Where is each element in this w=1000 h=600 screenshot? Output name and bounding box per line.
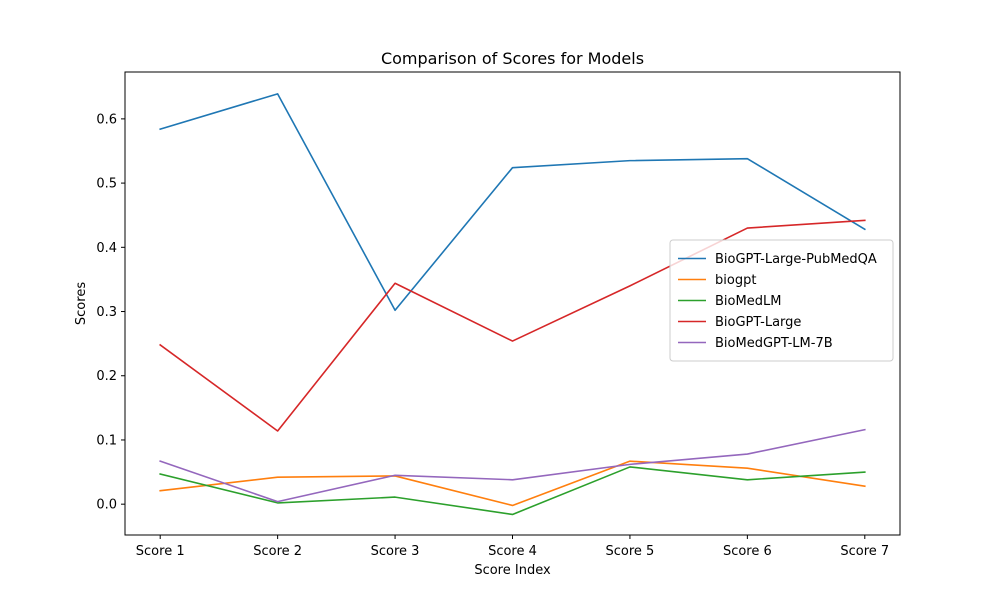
x-tick-label: Score 2 [253, 544, 302, 559]
plot-area [159, 93, 866, 516]
y-axis-title: Scores [74, 282, 89, 325]
series-line-biomedlm [159, 466, 866, 516]
legend-label: BioGPT-Large-PubMedQA [715, 252, 877, 267]
x-tick-label: Score 3 [371, 544, 420, 559]
series-line-biogpt-large-pubmedqa [159, 93, 866, 312]
legend-box [669, 239, 894, 362]
legend-label: BioMedGPT-LM-7B [715, 336, 833, 351]
series-line-biogpt [159, 460, 866, 507]
legend-label: biogpt [715, 273, 756, 288]
legend-label: BioGPT-Large [715, 315, 801, 330]
chart-title: Comparison of Scores for Models [381, 49, 644, 68]
legend-label: BioMedLM [715, 294, 781, 309]
y-tick-label: 0.1 [96, 433, 117, 448]
x-tick-label: Score 1 [136, 544, 185, 559]
y-tick-label: 0.3 [96, 305, 117, 320]
y-tick-label: 0.0 [96, 498, 117, 513]
y-axis: 0.0 0.1 0.2 0.3 0.4 0.5 0.6 [96, 112, 125, 513]
x-axis: Score 1 Score 2 Score 3 Score 4 Score 5 Score… [136, 535, 889, 559]
x-tick-label: Score 4 [488, 544, 537, 559]
x-tick-label: Score 6 [723, 544, 772, 559]
legend: BioGPT-Large-PubMedQA biogpt BioMedLM BioGP… [669, 239, 894, 362]
y-tick-label: 0.2 [96, 369, 117, 384]
x-tick-label: Score 7 [840, 544, 889, 559]
x-tick-label: Score 5 [606, 544, 655, 559]
series-line-biomedgpt-lm-7b [159, 428, 866, 503]
y-tick-label: 0.5 [96, 177, 117, 192]
x-axis-title: Score Index [474, 563, 551, 578]
series-line-biogpt-large [159, 219, 866, 432]
y-tick-label: 0.6 [96, 112, 117, 127]
y-tick-label: 0.4 [96, 241, 117, 256]
